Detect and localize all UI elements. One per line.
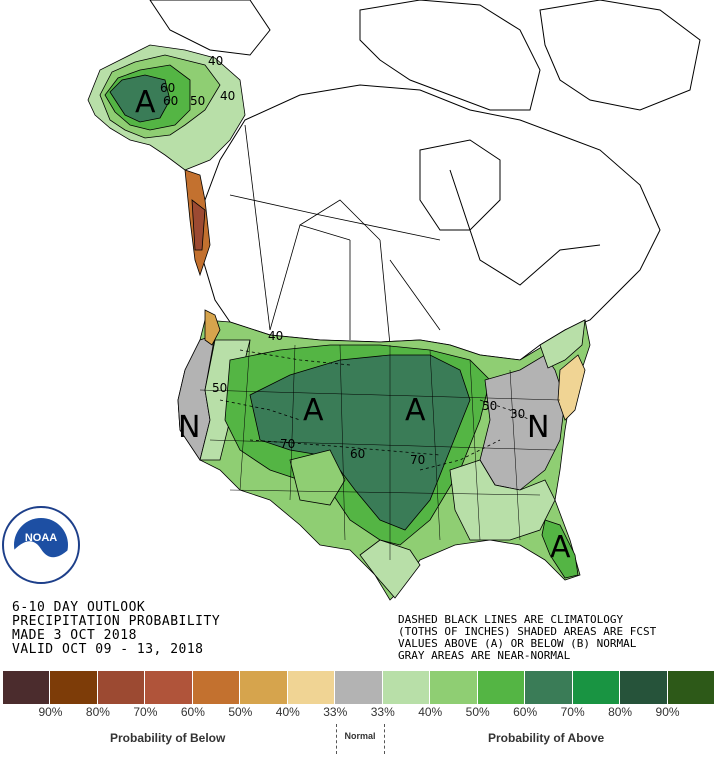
precipitation-outlook-map: 40 50 60 70 60 50 40 30 40 50 60 70 A A … [2,0,701,662]
contour-label: 40 [220,89,235,103]
contour-label: 60 [350,447,365,461]
legend-percent-label: 80% [608,705,633,719]
below-caption: Probability of Below [110,731,226,745]
legend-swatch [97,671,146,704]
contour-label: 30 [510,407,525,421]
legend-percent-label: 40% [275,705,300,719]
normal-label-east: N [527,410,549,445]
noaa-logo: NOAA [2,506,80,584]
legend-swatch [477,671,526,704]
legend-percent-row: 90% 80% 70% 60% 50% 40% 33% 33% 40% 50% 60% 70% 80% 9… [27,705,692,719]
legend-percent-label: 33% [323,705,348,719]
above-label-alaska: A [135,85,156,120]
legend-percent-label: 60% [180,705,205,719]
legend-percent-label: 60% [513,705,538,719]
province-lines [229,124,441,346]
contour-label: 70 [280,437,295,451]
legend-percent-label: 70% [560,705,585,719]
normal-divider-left [336,724,337,754]
legend-swatch [382,671,431,704]
notes-line-3: VALUES ABOVE (A) OR BELOW (B) NORMAL [398,637,637,650]
notes-line-1: DASHED BLACK LINES ARE CLIMATOLOGY [398,613,624,626]
legend-swatch [620,671,668,704]
legend-swatch [287,671,336,704]
above-label-midwest: A [405,393,426,428]
title-line-3: MADE 3 OCT 2018 [12,628,137,643]
above-caption: Probability of Above [488,731,605,745]
notes-block: DASHED BLACK LINES ARE CLIMATOLOGY (TOTH… [398,613,657,662]
title-block: 6-10 DAY OUTLOOK PRECIPITATION PROBABILI… [12,600,220,657]
legend-swatch [525,671,573,704]
legend-percent-label: 50% [228,705,253,719]
legend-percent-label: 40% [418,705,443,719]
noaa-logo-text: NOAA [25,532,57,544]
legend-swatch [667,671,716,704]
above-label-plains: A [303,393,324,428]
alaska-region [87,44,246,277]
land-outlines [149,0,701,361]
contour-labels: 40 50 60 70 60 50 40 30 40 50 60 70 [160,54,525,467]
contour-label: 40 [208,54,223,68]
contour-label: 50 [212,381,227,395]
legend-percent-label: 90% [655,705,680,719]
climatology-contours [219,349,531,471]
legend-swatch [3,671,51,704]
notes-line-4: GRAY AREAS ARE NEAR-NORMAL [398,649,571,662]
legend-swatch [335,671,383,704]
legend-percent-label: 70% [133,705,158,719]
normal-label-west: N [178,410,200,445]
legend-swatch [145,671,193,704]
normal-divider-right [384,724,385,754]
contour-label: 40 [268,329,283,343]
conus-region [177,309,591,601]
above-label-florida: A [550,530,571,565]
contour-label: 60 [163,94,178,108]
title-line-1: 6-10 DAY OUTLOOK [12,600,145,615]
legend-color-scale [3,671,716,705]
legend-percent-label: 90% [38,705,63,719]
contour-label: 70 [410,453,425,467]
region-letters: A A A A N N [135,85,571,565]
legend-percent-label: 80% [85,705,110,719]
legend-percent-label: 50% [465,705,490,719]
state-lines [199,339,561,560]
legend-swatch [572,671,621,704]
legend-swatch [430,671,478,704]
legend-swatch [192,671,241,704]
legend-swatch [50,671,98,704]
normal-caption: Normal [344,731,376,741]
contour-label: 60 [160,81,175,95]
legend-percent-label: 33% [370,705,395,719]
contour-label: 50 [190,94,205,108]
contour-label: 50 [482,399,497,413]
title-line-2: PRECIPITATION PROBABILITY [12,614,220,629]
title-line-4: VALID OCT 09 - 13, 2018 [12,642,204,657]
legend-swatch [240,671,288,704]
notes-line-2: (TOTHS OF INCHES) SHADED AREAS ARE FCST [398,625,657,638]
